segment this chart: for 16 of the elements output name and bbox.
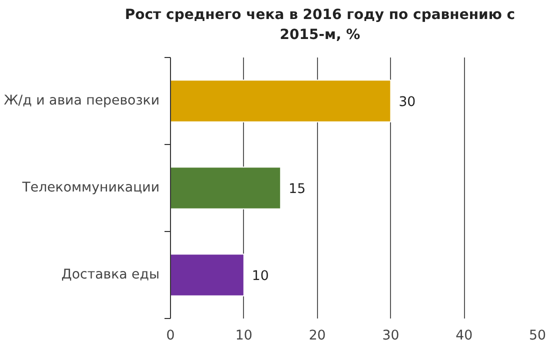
bar — [170, 80, 392, 122]
x-tick-label: 10 — [235, 328, 252, 344]
data-label: 10 — [252, 269, 269, 284]
x-tick-label: 50 — [529, 328, 546, 344]
x-tick-label: 30 — [382, 328, 400, 344]
x-tick-label: 40 — [456, 328, 473, 344]
data-label: 30 — [398, 95, 416, 110]
chart-title: Рост среднего чека в 2016 году по сравнению с 2015-м, % — [124, 6, 516, 46]
data-label: 15 — [288, 182, 306, 197]
bar — [170, 166, 282, 210]
bar — [170, 254, 244, 296]
y-tick-label: Ж/д и авиа перевозки — [4, 94, 160, 108]
x-tick-label: 20 — [308, 328, 326, 344]
x-tick-label: 0 — [166, 328, 175, 344]
y-tick-label: Телекоммуникации — [21, 180, 160, 196]
y-tick-label: Доставка еды — [61, 268, 160, 282]
